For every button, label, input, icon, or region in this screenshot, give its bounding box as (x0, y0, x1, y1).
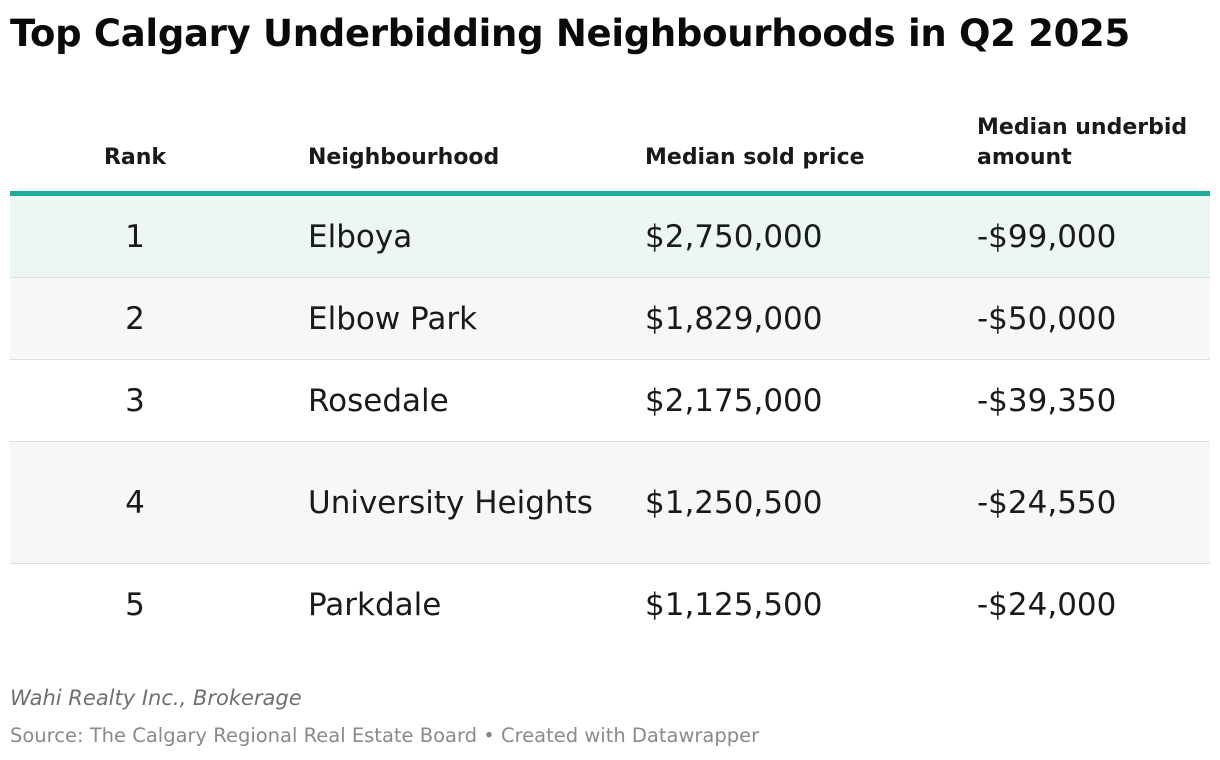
median-underbid-amount-cell: -$50,000 (977, 300, 1117, 337)
rank-cell: 5 (125, 587, 145, 623)
table-row: 4 University Heights $1,250,500 -$24,550 (10, 442, 1210, 564)
median-underbid-amount-cell: -$39,350 (977, 382, 1117, 419)
table-row: 2 Elbow Park $1,829,000 -$50,000 (10, 278, 1210, 360)
median-underbid-amount-cell: -$24,550 (977, 484, 1117, 521)
neighbourhood-cell: Elboya (308, 218, 413, 255)
neighbourhood-cell: University Heights (308, 484, 593, 521)
column-header-neighbourhood: Neighbourhood (308, 145, 500, 170)
table-header: Rank Neighbourhood Median sold price Med… (10, 105, 1210, 196)
rank-cell: 2 (125, 300, 145, 337)
median-sold-price-cell: $2,175,000 (645, 382, 823, 419)
median-underbid-amount-cell: -$24,000 (977, 587, 1117, 623)
column-header-median-underbid-amount: Median underbid amount (977, 115, 1188, 170)
median-sold-price-cell: $1,125,500 (645, 587, 823, 623)
neighbourhood-cell: Parkdale (308, 587, 442, 623)
data-table: Rank Neighbourhood Median sold price Med… (10, 105, 1210, 646)
table-row: 3 Rosedale $2,175,000 -$39,350 (10, 360, 1210, 442)
median-sold-price-cell: $1,829,000 (645, 300, 823, 337)
rank-cell: 1 (125, 218, 145, 255)
table-row: 1 Elboya $2,750,000 -$99,000 (10, 196, 1210, 278)
neighbourhood-cell: Rosedale (308, 382, 449, 419)
rank-cell: 3 (125, 382, 145, 419)
chart-title: Top Calgary Underbidding Neighbourhoods … (10, 12, 1130, 55)
byline: Wahi Realty Inc., Brokerage (10, 686, 302, 710)
source-note: Source: The Calgary Regional Real Estate… (10, 724, 760, 747)
column-header-median-sold-price: Median sold price (645, 145, 865, 170)
table-row: 5 Parkdale $1,125,500 -$24,000 (10, 564, 1210, 646)
neighbourhood-cell: Elbow Park (308, 300, 478, 337)
rank-cell: 4 (125, 484, 145, 521)
median-sold-price-cell: $2,750,000 (645, 218, 823, 255)
median-sold-price-cell: $1,250,500 (645, 484, 823, 521)
column-header-rank: Rank (103, 145, 167, 170)
median-underbid-amount-cell: -$99,000 (977, 218, 1117, 255)
